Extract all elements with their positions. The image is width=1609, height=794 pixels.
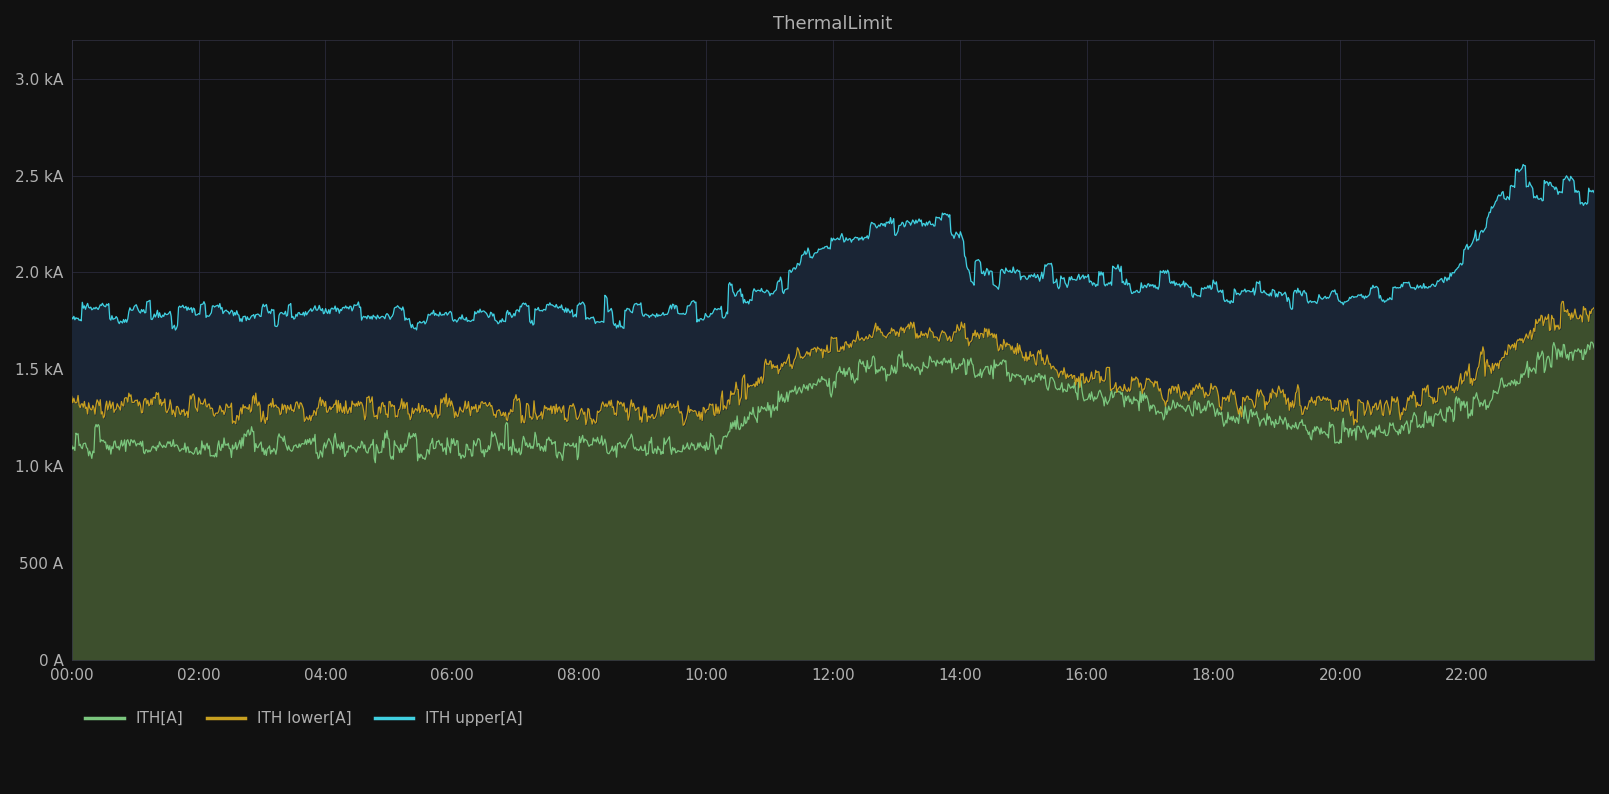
ITH upper[A] (1514, 160, 1533, 169)
ITH lower[A] (63, 391, 82, 401)
ITH[A] (1405, 408, 1424, 418)
Line: ITH lower[A]: ITH lower[A] (72, 302, 1595, 426)
ITH upper[A] (571, 299, 591, 308)
ITH lower[A] (1072, 368, 1091, 378)
ITH[A] (571, 434, 591, 443)
ITH lower[A] (674, 421, 693, 430)
ITH[A] (1582, 337, 1601, 347)
Line: ITH[A]: ITH[A] (72, 342, 1595, 463)
ITH[A] (1072, 376, 1091, 386)
ITH lower[A] (1405, 391, 1424, 401)
ITH lower[A] (1585, 303, 1604, 313)
Legend: ITH[A], ITH lower[A], ITH upper[A]: ITH[A], ITH lower[A], ITH upper[A] (79, 705, 529, 732)
ITH[A] (1270, 411, 1289, 421)
Title: ThermalLimit: ThermalLimit (774, 15, 893, 33)
ITH[A] (63, 441, 82, 450)
ITH upper[A] (166, 326, 185, 335)
Line: ITH upper[A]: ITH upper[A] (72, 164, 1595, 330)
ITH upper[A] (1405, 283, 1424, 292)
ITH[A] (365, 458, 385, 468)
ITH lower[A] (1270, 385, 1289, 395)
ITH upper[A] (1270, 287, 1289, 297)
ITH[A] (1585, 343, 1604, 353)
ITH upper[A] (365, 312, 385, 322)
ITH upper[A] (63, 313, 82, 322)
ITH upper[A] (1585, 187, 1604, 197)
ITH[A] (364, 434, 383, 444)
ITH upper[A] (402, 323, 422, 333)
ITH lower[A] (571, 406, 591, 415)
ITH lower[A] (401, 415, 420, 425)
ITH upper[A] (1072, 273, 1091, 283)
ITH[A] (402, 431, 422, 441)
ITH lower[A] (1553, 297, 1572, 306)
ITH lower[A] (364, 406, 383, 415)
